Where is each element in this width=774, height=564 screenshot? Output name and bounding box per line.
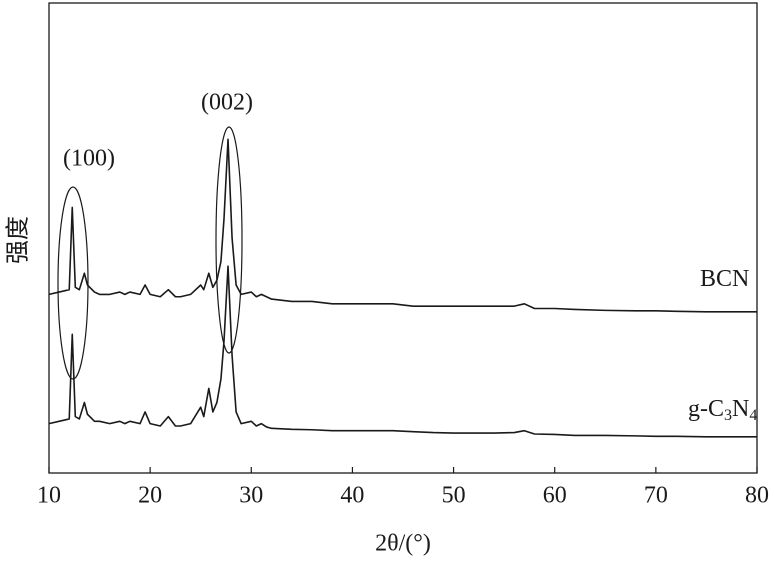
series-line xyxy=(48,138,757,313)
x-tick-label: 10 xyxy=(37,483,61,509)
series-label: BCN xyxy=(700,266,749,292)
x-axis-label: 2θ/(°) xyxy=(375,531,431,557)
plot-frame xyxy=(48,2,758,474)
y-axis-label: 强度 xyxy=(5,216,32,264)
peak-ellipse xyxy=(57,186,89,380)
series-line xyxy=(48,265,757,438)
x-tick-label: 20 xyxy=(138,483,162,509)
x-tick-label: 40 xyxy=(340,483,364,509)
x-tick-label: 70 xyxy=(644,483,668,509)
series-label: g-C3N4 xyxy=(688,396,757,424)
x-tick-label: 30 xyxy=(239,483,263,509)
peak-ellipse xyxy=(215,126,243,354)
annotation: (002) xyxy=(201,90,253,116)
x-tick-label: 50 xyxy=(442,483,466,509)
annotation: (100) xyxy=(63,146,115,172)
x-tick-label: 80 xyxy=(745,483,769,509)
x-tick-label: 60 xyxy=(543,483,567,509)
